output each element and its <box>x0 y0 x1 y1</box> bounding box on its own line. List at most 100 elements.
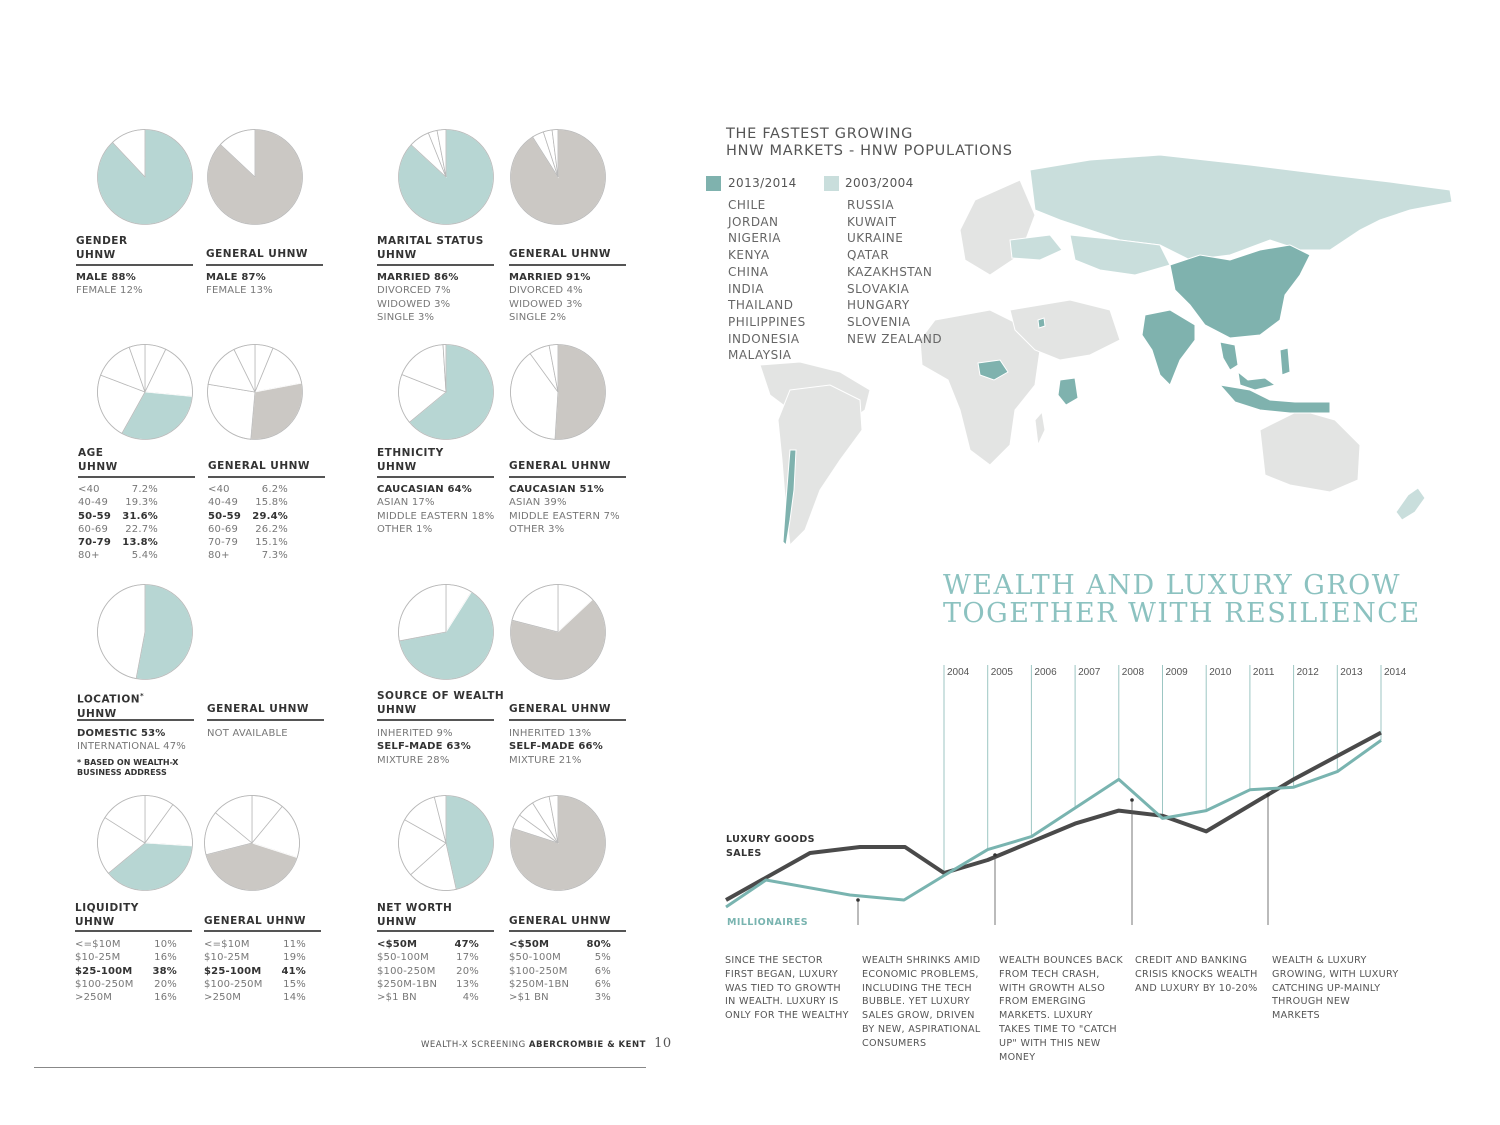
stat-key: >250M <box>75 992 113 1004</box>
stat-value: 15.1% <box>255 537 288 549</box>
ethnicity-general-pie <box>510 344 606 440</box>
stat-row: <40 6.2% <box>208 483 288 496</box>
stat-row: ASIAN 17% <box>377 497 435 509</box>
countries-2003-list: RUSSIA KUWAIT UKRAINE QATAR KAZAKHSTAN SLOVAK… <box>847 197 942 347</box>
stat-value: 22.7% <box>125 523 158 535</box>
gender-uhnw-pie <box>97 129 193 225</box>
stat-value: 19.3% <box>125 497 158 509</box>
legend-swatch-2013 <box>706 176 721 191</box>
ethnicity-uhnw-rows: CAUCASIAN 64% ASIAN 17% MIDDLE EASTERN 18%… <box>377 483 494 536</box>
stat-row: WIDOWED 3% <box>377 298 451 310</box>
pie-outline <box>398 795 494 891</box>
chile-shape <box>782 449 797 547</box>
country-name: INDONESIA <box>728 331 800 346</box>
pie-slice <box>250 382 303 440</box>
stat-value: 38% <box>152 965 177 977</box>
stat-key: <40 <box>208 484 230 495</box>
millionaires-line <box>725 739 1382 909</box>
year-tick-label: 2013 <box>1340 667 1363 678</box>
stat-row: WIDOWED 3% <box>509 298 583 310</box>
middle-east-shape <box>1009 299 1121 361</box>
source-general-title: GENERAL UHNW <box>509 703 611 715</box>
stat-row: CAUCASIAN 64% <box>377 484 473 495</box>
marital-uhnw-pie <box>398 129 494 225</box>
stat-row: 50-59 29.4% <box>208 510 288 523</box>
stat-value: 47% <box>454 939 479 950</box>
stat-key: 50-59 <box>208 510 241 522</box>
liquidity-title: LIQUIDITY UHNW <box>75 902 139 928</box>
caption-4: CREDIT AND BANKING CRISIS KNOCKS WEALTH … <box>1135 955 1258 994</box>
stat-value: 16% <box>154 992 177 1004</box>
liquidity-uhnw-rows: <=$10M 10% $10-25M 16% $25-100M 38% $100-250M 2… <box>75 938 177 1004</box>
stat-value: 20% <box>456 965 479 977</box>
country-name: QATAR <box>847 248 890 263</box>
stat-value: 31.6% <box>122 510 158 522</box>
stat-row: >$1 BN 3% <box>509 991 611 1004</box>
stat-row: MALE 88% <box>76 272 136 283</box>
country-name: JORDAN <box>728 214 779 229</box>
year-tick-label: 2011 <box>1253 667 1275 678</box>
stat-row: 40-49 15.8% <box>208 496 288 509</box>
stat-row: MARRIED 91% <box>509 272 591 283</box>
footer-rule <box>34 1067 646 1068</box>
country-name: NIGERIA <box>728 231 781 246</box>
age-general-title: GENERAL UHNW <box>208 460 310 472</box>
stat-value: 10% <box>154 939 177 950</box>
new-zealand-shape <box>1395 487 1426 521</box>
stat-row: INTERNATIONAL 47% <box>77 741 186 753</box>
stat-value: 13% <box>456 978 479 990</box>
gender-general-pie <box>207 129 303 225</box>
gender-general-title: GENERAL UHNW <box>206 248 308 260</box>
pie-outline <box>398 129 494 225</box>
stat-value: 29.4% <box>252 510 288 522</box>
source-general-rows: INHERITED 13% SELF-MADE 66% MIXTURE 21% <box>509 727 626 767</box>
age-title: AGE UHNW <box>78 447 118 473</box>
stat-key: $100-250M <box>377 965 436 977</box>
stat-key: $50-100M <box>509 952 562 964</box>
year-tick-label: 2009 <box>1166 667 1189 678</box>
networth-uhnw-pie <box>398 795 494 891</box>
pie-outline <box>510 795 606 891</box>
networth-general-rows: <$50M 80% $50-100M 5% $100-250M 6% $250M-1BN 6%… <box>509 938 611 1004</box>
networth-uhnw-rows: <$50M 47% $50-100M 17% $100-250M 20% $250M-1BN… <box>377 938 479 1004</box>
age-general-rows: <40 6.2% 40-49 15.8% 50-59 29.4% 60-69 26.2% 70-… <box>208 483 288 563</box>
stat-row: $10-25M 19% <box>204 951 306 964</box>
stat-value: 6% <box>594 978 611 990</box>
ethnicity-title: ETHNICITY UHNW <box>377 447 444 473</box>
stat-row: MALE 87% <box>206 272 266 283</box>
stat-value: 5% <box>594 952 611 964</box>
stat-row: >250M 16% <box>75 991 177 1004</box>
pie-outline <box>398 584 494 680</box>
year-tick-label: 2012 <box>1297 667 1320 678</box>
liquidity-general-title: GENERAL UHNW <box>204 915 306 927</box>
stat-row: $100-250M 20% <box>377 965 479 978</box>
stat-row: <=$10M 10% <box>75 938 177 951</box>
source-general-pie <box>510 584 606 680</box>
stat-row: >250M 14% <box>204 991 306 1004</box>
stat-row: 50-59 31.6% <box>78 510 158 523</box>
line-chart: 2004 2005 2006 2007 2008 2009 2010 2011 2012 2013… <box>725 665 1407 925</box>
stat-value: 20% <box>154 978 177 990</box>
stat-row: FEMALE 13% <box>206 285 273 297</box>
networth-title: NET WORTH UHNW <box>377 902 453 928</box>
stat-key: <40 <box>78 484 100 495</box>
networth-general-pie <box>510 795 606 891</box>
stat-row: MARRIED 86% <box>377 272 459 283</box>
country-name: KUWAIT <box>847 214 897 229</box>
stat-key: $250M-1BN <box>377 978 438 990</box>
stat-key: 70-79 <box>78 537 111 549</box>
ukraine-shape <box>1009 234 1063 261</box>
nigeria-shape <box>977 359 1009 381</box>
stat-key: $10-25M <box>75 952 121 964</box>
divider <box>509 476 626 478</box>
gender-general-rows: MALE 87% FEMALE 13% <box>206 271 323 298</box>
stat-row: ASIAN 39% <box>509 497 567 509</box>
stat-row: >$1 BN 4% <box>377 991 479 1004</box>
stat-value: 6% <box>594 965 611 977</box>
madagascar-shape <box>1034 410 1046 447</box>
stat-value: 7.3% <box>261 550 288 562</box>
year-tick-label: 2014 <box>1384 667 1407 678</box>
stat-row: INHERITED 13% <box>509 728 592 739</box>
stat-row: MIDDLE EASTERN 18% <box>377 510 495 522</box>
stat-value: 17% <box>456 952 479 964</box>
